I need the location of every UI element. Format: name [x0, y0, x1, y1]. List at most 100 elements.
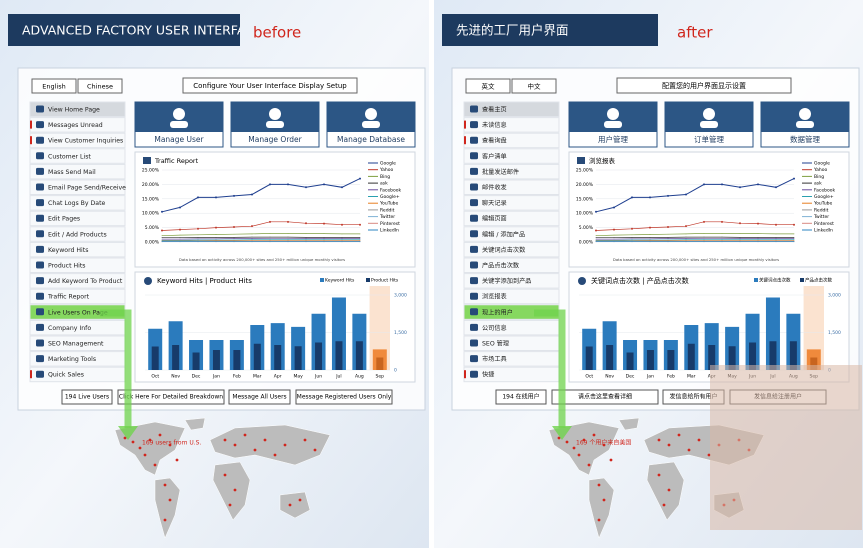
- action-label[interactable]: 194 在线用户: [502, 393, 539, 401]
- menu-item[interactable]: [464, 102, 559, 117]
- x-tick-label: Nov: [605, 374, 614, 380]
- menu-label[interactable]: Live Users On Page: [48, 309, 108, 316]
- menu-icon: [470, 340, 478, 347]
- action-label[interactable]: Message All Users: [232, 394, 286, 401]
- menu-label[interactable]: 市场工具: [482, 355, 507, 363]
- menu-item[interactable]: [464, 320, 559, 335]
- menu-label[interactable]: Messages Unread: [48, 122, 103, 129]
- action-label[interactable]: Message Registered Users Only: [297, 394, 392, 401]
- configure-label[interactable]: 配置您的用户界面显示设置: [662, 81, 746, 90]
- traffic-point: [668, 241, 669, 242]
- tile-label[interactable]: Manage Order: [248, 135, 302, 144]
- alert-marker: [30, 370, 32, 378]
- menu-label[interactable]: Company Info: [48, 325, 91, 332]
- menu-label[interactable]: 未读信息: [482, 121, 507, 129]
- traffic-point: [306, 238, 307, 239]
- traffic-point: [704, 233, 705, 234]
- traffic-point: [324, 237, 325, 238]
- menu-item[interactable]: [464, 367, 559, 382]
- menu-item[interactable]: [464, 352, 559, 367]
- tile-label[interactable]: 用户管理: [598, 134, 628, 144]
- menu-label[interactable]: Email Page Send/Receive: [48, 185, 126, 192]
- configure-label[interactable]: Configure Your User Interface Display Se…: [193, 82, 347, 90]
- menu-label[interactable]: 批量发送邮件: [482, 168, 519, 176]
- menu-item[interactable]: [464, 133, 559, 148]
- user-dot: [658, 474, 661, 477]
- menu-label[interactable]: SEO Management: [48, 341, 104, 348]
- menu-label[interactable]: Chat Logs By Date: [48, 200, 106, 207]
- tile-label[interactable]: Manage User: [154, 135, 204, 144]
- menu-label[interactable]: Quick Sales: [48, 372, 84, 379]
- menu-label[interactable]: Marketing Tools: [48, 356, 96, 363]
- language-label[interactable]: 中文: [528, 82, 542, 91]
- menu-label[interactable]: Traffic Report: [47, 294, 90, 301]
- menu-label[interactable]: View Customer Inquiries: [48, 138, 123, 145]
- menu-label[interactable]: Edit / Add Products: [48, 231, 107, 238]
- menu-label[interactable]: 编辑 / 添加产品: [482, 230, 525, 238]
- menu-icon: [470, 152, 478, 159]
- menu-label[interactable]: 现上的用户: [482, 308, 513, 316]
- action-label[interactable]: 194 Live Users: [65, 394, 109, 401]
- menu-label[interactable]: Keyword Hits: [48, 247, 88, 254]
- tile-label[interactable]: Manage Database: [337, 135, 405, 144]
- traffic-point: [197, 228, 199, 230]
- tile-label[interactable]: 订单管理: [694, 134, 724, 144]
- traffic-point: [180, 237, 181, 238]
- menu-label[interactable]: Product Hits: [48, 263, 85, 270]
- menu-label[interactable]: 编辑页面: [482, 215, 507, 223]
- traffic-point: [216, 237, 217, 238]
- menu-label[interactable]: 查看主页: [482, 106, 507, 114]
- menu-label[interactable]: 公司信息: [482, 324, 507, 332]
- menu-item[interactable]: [464, 336, 559, 351]
- menu-label[interactable]: 邮件收发: [482, 184, 507, 192]
- traffic-point: [686, 238, 687, 239]
- bar: [688, 344, 695, 370]
- menu-label[interactable]: Add Keyword To Product: [48, 278, 123, 285]
- menu-label[interactable]: 关键词点击次数: [482, 246, 526, 254]
- menu-label[interactable]: SEO 管理: [482, 340, 509, 348]
- traffic-point: [269, 221, 271, 223]
- menu-label[interactable]: 产品点击次数: [482, 262, 520, 270]
- menu-icon: [36, 293, 44, 300]
- user-dot: [144, 454, 147, 457]
- menu-item[interactable]: [464, 211, 559, 226]
- traffic-point: [324, 233, 325, 234]
- legend-label: 关键词点击次数: [759, 277, 791, 284]
- menu-item[interactable]: [464, 118, 559, 133]
- menu-label[interactable]: Edit Pages: [48, 216, 80, 223]
- x-tick-label: Jun: [314, 374, 322, 380]
- menu-label[interactable]: 浏览报表: [482, 293, 507, 301]
- menu-icon: [36, 324, 44, 331]
- traffic-point: [776, 241, 777, 242]
- x-tick-label: Dec: [192, 374, 201, 380]
- menu-label[interactable]: 快捷: [482, 371, 494, 379]
- language-label[interactable]: Chinese: [87, 83, 113, 91]
- menu-icon: [470, 215, 478, 222]
- menu-item[interactable]: [464, 196, 559, 211]
- traffic-point: [323, 183, 325, 185]
- menu-item[interactable]: [464, 180, 559, 195]
- menu-label[interactable]: 关键字添加到产品: [482, 277, 532, 285]
- traffic-point: [667, 195, 669, 197]
- menu-item[interactable]: [464, 149, 559, 164]
- traffic-point: [776, 238, 777, 239]
- traffic-point: [649, 196, 651, 198]
- menu-label[interactable]: 查看询盘: [482, 137, 507, 145]
- menu-label[interactable]: Mass Send Mail: [48, 169, 96, 176]
- menu-item[interactable]: [464, 289, 559, 304]
- bar: [356, 341, 363, 370]
- alert-marker: [30, 121, 32, 129]
- action-label[interactable]: 请点击这里查看详细: [578, 393, 632, 401]
- language-label[interactable]: English: [42, 83, 65, 91]
- bar: [647, 350, 654, 370]
- menu-label[interactable]: Customer List: [48, 153, 91, 160]
- menu-label[interactable]: View Home Page: [48, 107, 100, 114]
- menu-label[interactable]: 聊天记录: [482, 199, 507, 207]
- action-label[interactable]: Click Here For Detailed Breakdown: [119, 394, 223, 401]
- tile-label[interactable]: 数据管理: [790, 134, 820, 144]
- traffic-point: [793, 224, 795, 226]
- language-label[interactable]: 英文: [482, 82, 496, 91]
- bar: [335, 341, 342, 370]
- menu-label[interactable]: 客户清单: [482, 152, 507, 160]
- traffic-point: [793, 178, 795, 180]
